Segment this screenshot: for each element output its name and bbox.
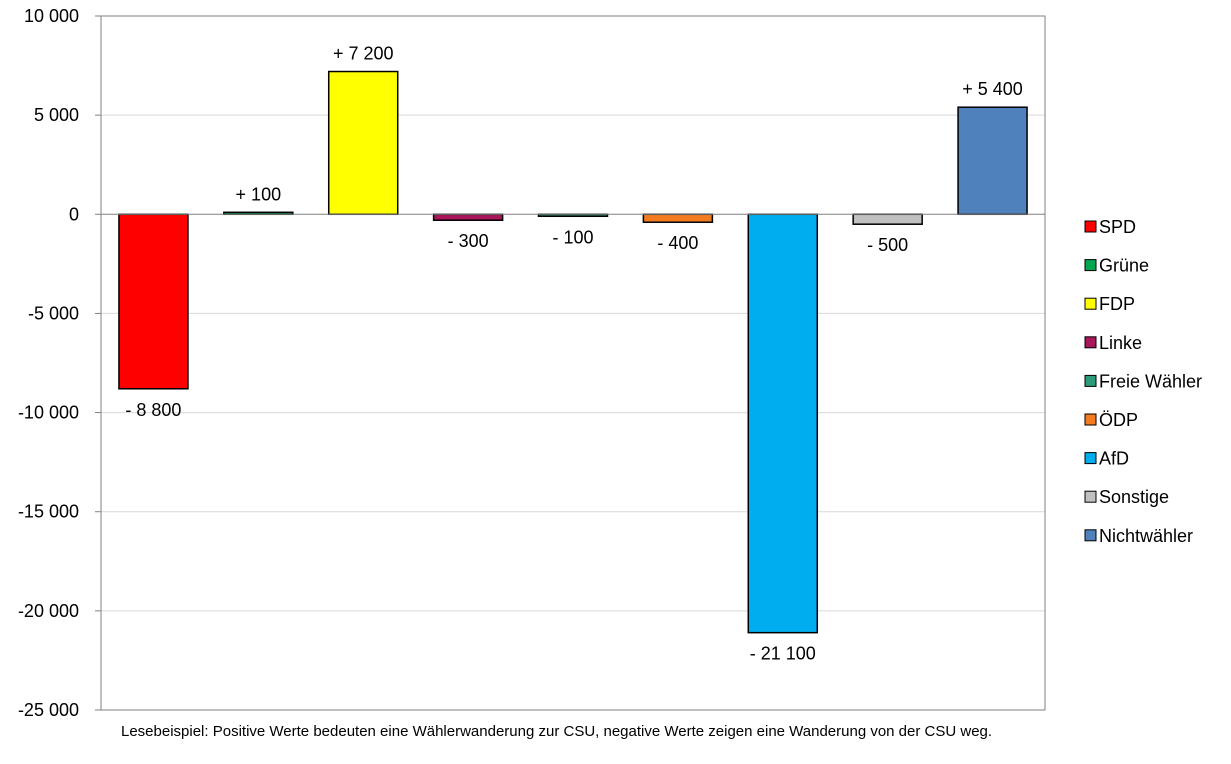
bar-afd [747,213,819,634]
bar-fdp [327,70,399,216]
bars [118,70,1028,634]
legend-swatch [1084,413,1097,426]
data-label: - 8 800 [125,400,181,420]
y-tick-label: 0 [69,204,79,224]
bar-nichtwähler [957,106,1028,216]
grid-lines [101,15,1045,711]
legend: SPD Grüne FDP Linke Freie Wähler ÖDP AfD Sonsti… [1084,217,1202,546]
y-tick-label: 10 000 [24,6,79,26]
bar-spd [118,213,189,390]
legend-label: Nichtwähler [1099,526,1193,546]
legend-swatch [1084,259,1097,272]
data-label: + 7 200 [333,44,394,64]
y-tick-label: -20 000 [18,601,79,621]
legend-label: ÖDP [1099,410,1138,430]
legend-swatch [1084,490,1097,503]
legend-label: Sonstige [1099,487,1169,507]
legend-swatch [1084,220,1097,233]
legend-label: Linke [1099,333,1142,353]
data-labels: - 8 800 + 100 + 7 200 - 300 - 100 - 400 - 21 1… [125,44,1022,664]
y-axis: 10 000 5 000 0 -5 000 -10 000 -15 000 -20 000 -… [18,6,1046,720]
data-label: - 21 100 [750,644,816,664]
y-tick-label: -10 000 [18,403,79,423]
legend-label: Grüne [1099,256,1149,276]
legend-swatch [1084,452,1097,465]
legend-swatch [1084,374,1097,387]
data-label: + 100 [236,184,282,204]
y-tick-label: -25 000 [18,700,79,720]
footnote: Lesebeispiel: Positive Werte bedeuten ei… [121,723,993,740]
bar-linke [432,213,504,221]
bar-sonstige [852,213,923,225]
bar-ödp [642,213,714,223]
legend-label: FDP [1099,294,1135,314]
legend-label: Freie Wähler [1099,371,1202,391]
data-label: - 300 [448,231,489,251]
legend-swatch [1084,297,1097,310]
legend-label: SPD [1099,217,1136,237]
data-label: - 500 [867,235,908,255]
y-tick-label: -15 000 [18,502,79,522]
legend-swatch [1084,336,1097,349]
data-label: - 400 [657,233,698,253]
plot-area-border [100,15,1046,711]
legend-label: AfD [1099,449,1129,469]
data-label: + 5 400 [962,79,1023,99]
y-tick-label: 5 000 [34,105,79,125]
y-tick-label: -5 000 [28,303,79,323]
data-label: - 100 [552,227,593,247]
legend-swatch [1084,529,1097,542]
